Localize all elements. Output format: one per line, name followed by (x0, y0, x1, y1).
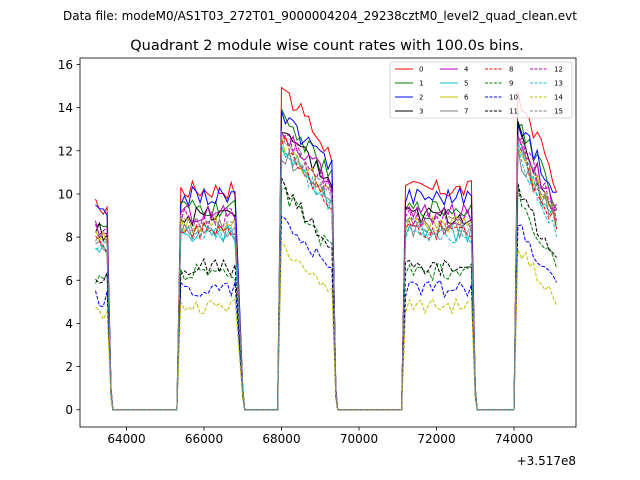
legend-label-15: 15 (554, 108, 563, 116)
legend-label-12: 12 (554, 66, 563, 74)
y-tick-label: 14 (58, 101, 73, 115)
legend-label-13: 13 (554, 80, 563, 88)
series-line-13 (95, 147, 558, 411)
x-tick-label: 68000 (262, 432, 300, 446)
data-file-label: Data file: modeM0/AS1T03_272T01_90000042… (63, 9, 577, 23)
legend-label-7: 7 (464, 108, 468, 116)
legend-label-8: 8 (509, 66, 513, 74)
legend-label-5: 5 (464, 80, 468, 88)
legend-label-3: 3 (419, 108, 423, 116)
x-tick-label: 64000 (107, 432, 145, 446)
series-line-2 (95, 110, 557, 411)
legend-label-0: 0 (419, 66, 423, 74)
series-line-14 (95, 240, 558, 411)
y-tick-label: 0 (65, 403, 73, 417)
legend-box (389, 61, 573, 119)
legend-label-6: 6 (464, 94, 469, 102)
series-line-4 (95, 130, 558, 411)
y-tick-label: 10 (58, 187, 73, 201)
x-tick-label: 74000 (495, 432, 533, 446)
y-tick-label: 4 (65, 317, 73, 331)
series-line-1 (95, 108, 558, 411)
legend-label-4: 4 (464, 66, 469, 74)
y-tick-label: 2 (65, 360, 73, 374)
x-offset-label: +3.517e8 (517, 454, 576, 468)
series-line-9 (95, 187, 558, 411)
legend-label-9: 9 (509, 80, 513, 88)
series-line-11 (95, 177, 557, 411)
series-group (95, 86, 558, 411)
legend-label-1: 1 (419, 80, 423, 88)
legend-label-11: 11 (509, 108, 518, 116)
x-tick-label: 66000 (185, 432, 223, 446)
y-tick-label: 16 (58, 58, 73, 72)
legend-label-14: 14 (554, 94, 563, 102)
y-tick-label: 12 (58, 144, 73, 158)
legend-label-2: 2 (419, 94, 423, 102)
axes-frame (79, 57, 577, 428)
series-line-0 (95, 86, 558, 411)
series-line-15 (95, 130, 558, 411)
x-tick-label: 72000 (417, 432, 455, 446)
series-line-5 (95, 142, 558, 411)
y-tick-label: 8 (65, 231, 73, 245)
series-line-10 (95, 215, 558, 411)
x-tick-label: 70000 (340, 432, 378, 446)
series-line-3 (95, 120, 557, 411)
chart-title: Quadrant 2 module wise count rates with … (130, 38, 524, 54)
series-line-12 (95, 134, 558, 411)
series-line-7 (95, 147, 558, 411)
y-tick-label: 6 (65, 274, 73, 288)
legend-label-10: 10 (509, 94, 518, 102)
plot-area: 64000 66000 68000 70000 72000 740000246810121… (58, 57, 577, 468)
